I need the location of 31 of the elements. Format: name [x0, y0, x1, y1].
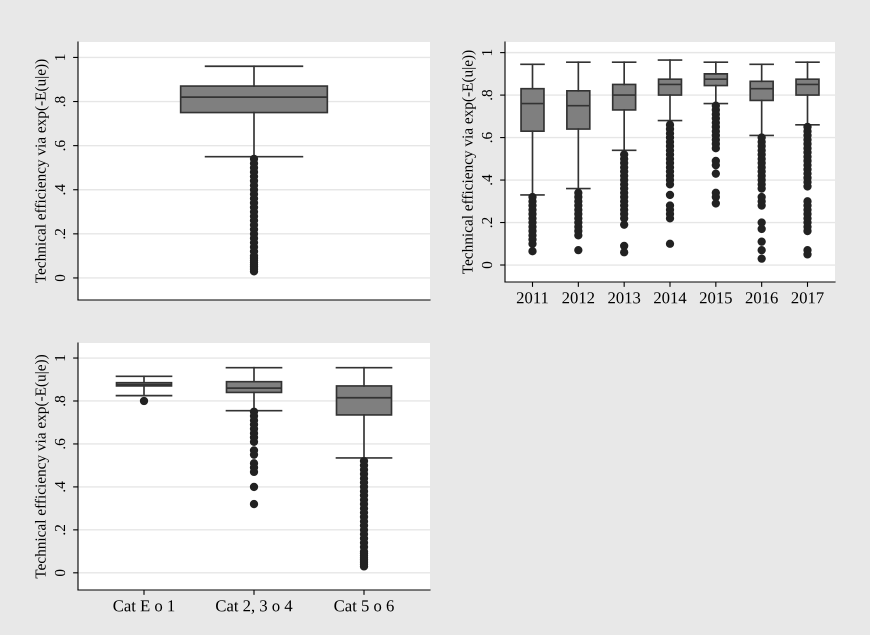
x-tick-label: 2012	[562, 292, 594, 304]
y-axis-title: Technical efficiency via exp(-E(u|e))	[34, 59, 49, 283]
x-tick-label: 2015	[700, 292, 732, 304]
x-tick-label: 2011	[516, 292, 548, 304]
y-tick-label: .8	[54, 396, 66, 406]
y-axis-title: Technical efficiency via exp(-E(u|e))	[462, 50, 476, 274]
y-tick-label: 0	[54, 274, 66, 282]
y-tick-label: .6	[54, 140, 66, 150]
y-tick-label: .2	[482, 218, 492, 228]
y-tick-label: 0	[54, 570, 66, 576]
y-tick-label: 1	[54, 54, 66, 60]
y-tick-label: .6	[54, 438, 66, 449]
y-tick-label: .8	[54, 96, 66, 106]
y-tick-label: 0	[482, 262, 492, 268]
y-tick-label: .2	[54, 228, 66, 239]
x-tick-label: Cat 5 o 6	[334, 600, 394, 612]
y-axis-title: Technical efficiency via exp(-E(u|e))	[34, 354, 49, 578]
x-tick-label: 2013	[608, 292, 640, 304]
x-tick-label: 2017	[792, 292, 824, 304]
x-tick-label: 2014	[654, 292, 686, 304]
x-tick-label: Cat 2, 3 o 4	[216, 600, 292, 614]
y-tick-label: .4	[482, 174, 492, 185]
x-tick-label: Cat E o 1	[113, 600, 174, 612]
y-tick-label: .8	[482, 90, 492, 100]
y-tick-label: .2	[54, 524, 66, 535]
y-tick-label: 1	[54, 355, 66, 361]
y-tick-label: .4	[54, 184, 66, 194]
x-tick-label: 2016	[746, 292, 778, 304]
y-tick-label: .4	[54, 481, 66, 492]
y-tick-label: 1	[482, 50, 492, 56]
y-tick-label: .6	[482, 132, 492, 142]
